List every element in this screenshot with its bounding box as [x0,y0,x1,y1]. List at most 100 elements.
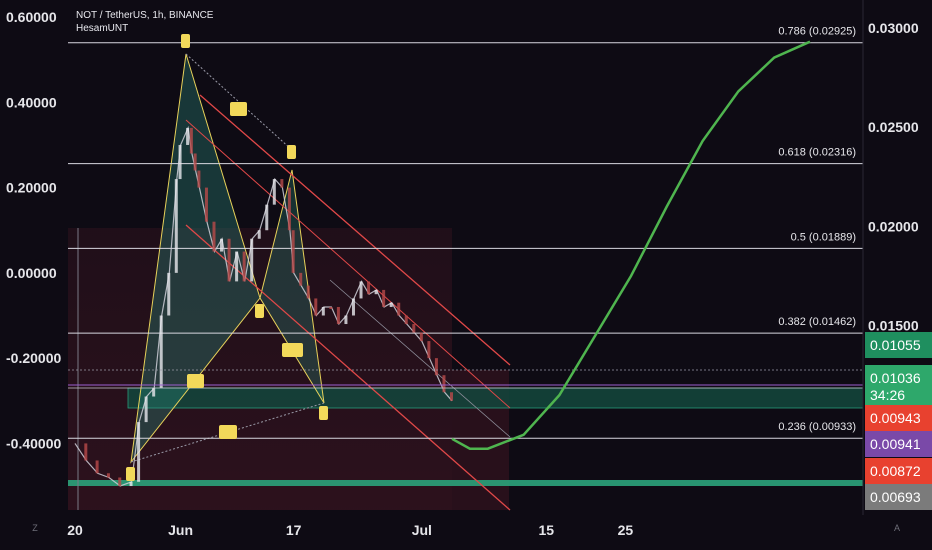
left-tick-label: 0.20000 [6,180,57,196]
price-label-value: 0.01055 [870,337,921,353]
price-candle [174,179,178,273]
price-candle [306,285,310,299]
price-candle [129,481,133,487]
price-candle [84,443,88,461]
left-price-axis[interactable]: 0.60000 0.40000 0.20000 0.00000 -0.20000 -0.4… [6,9,61,451]
channel-mid-line [185,119,511,409]
price-candle [227,238,231,282]
point-c-marker[interactable] [287,145,296,159]
price-candle [257,230,261,239]
price-candle [204,187,208,222]
time-tick-label: 25 [618,522,634,538]
time-axis[interactable]: 20 Jun 17 Jul 15 25 [67,522,633,538]
price-candle [291,230,295,273]
price-candle [389,302,393,307]
ratio-label-xa[interactable] [187,374,204,388]
price-series [74,125,453,487]
price-candle [178,144,182,180]
price-candle [220,238,224,252]
price-candle [250,238,254,282]
fib-level-label: 0.382 (0.01462) [778,316,856,328]
price-label-value: 0.00872 [870,463,921,479]
time-tick-label: Jun [168,522,193,538]
price-label-value: 0.01036 [870,370,921,386]
price-label-box [865,405,932,431]
price-label-box [865,365,932,405]
right-tick-label: 0.01500 [868,318,919,334]
price-candle [159,315,163,388]
price-candle [367,281,371,295]
price-candle [351,298,355,316]
right-price-axis[interactable]: 0.03000 0.02500 0.02000 0.01500 [868,20,919,334]
price-candle [434,358,438,376]
price-candle [118,477,122,487]
point-b-marker[interactable] [255,304,264,318]
ratio-label-ab[interactable] [230,102,247,116]
price-candle [419,332,423,342]
price-candle [450,392,453,401]
time-tick-label: Jul [412,522,432,538]
bottom-support-band [68,480,863,486]
right-tick-label: 0.03000 [868,20,919,36]
ratio-label-xd[interactable] [219,425,237,439]
price-label-value: 0.00941 [870,436,921,452]
price-candle [442,375,446,393]
price-label-value: 0.00693 [870,489,921,505]
price-candle [336,306,340,325]
point-d-marker[interactable] [319,406,328,420]
z-corner-icon[interactable]: Z [32,523,38,533]
fib-level-label: 0.618 (0.02316) [778,147,856,159]
price-label-value: 0.00943 [870,410,921,426]
price-label-box [865,484,932,510]
price-candle [152,387,156,397]
left-tick-label: 0.40000 [6,94,57,110]
price-candle [427,341,431,359]
symbol-title: NOT / TetherUS, 1h, BINANCE [76,10,214,21]
chart-header: NOT / TetherUS, 1h, BINANCE HesamUNT [76,9,213,35]
projection-curve [451,40,811,450]
time-tick-label: 20 [67,522,83,538]
left-tick-label: -0.20000 [6,350,61,366]
price-candle [397,302,401,316]
price-candle [359,281,363,299]
point-x-marker[interactable] [126,467,135,481]
channel-lower-line [185,224,511,511]
price-candle [287,187,291,231]
ratio-label-bc[interactable] [282,343,303,357]
price-candle [321,306,325,316]
left-tick-label: 0.00000 [6,265,57,281]
price-candle [242,251,246,282]
price-candle [189,127,193,154]
fibonacci-levels: 0.786 (0.02925) 0.618 (0.02316) 0.5 (0.018… [68,26,863,439]
price-candle [329,306,333,309]
price-candle [212,221,216,252]
price-candle [265,204,269,231]
price-candle [344,315,348,325]
price-candle [412,324,416,333]
time-tick-label: 17 [286,522,302,538]
a-corner-icon[interactable]: A [894,523,900,533]
left-tick-label: 0.60000 [6,9,57,25]
right-tick-label: 0.02000 [868,218,919,234]
price-candle [404,315,408,325]
price-label-box [865,332,932,358]
price-candle [186,127,190,145]
price-candle [235,251,239,282]
countdown-timer: 34:26 [870,387,905,403]
price-label-box [865,431,932,457]
price-candle [106,473,110,478]
price-candle [95,460,99,474]
point-a-marker[interactable] [181,34,190,48]
fib-level-label: 0.786 (0.02925) [778,26,856,38]
price-candle [144,396,148,423]
left-shade-zone [68,228,452,510]
price-candle [137,422,141,482]
fib-level-label: 0.236 (0.00933) [778,421,856,433]
price-candle [299,272,303,286]
price-candle [193,153,197,171]
demand-zone [127,387,864,409]
right-tick-label: 0.02500 [868,119,919,135]
time-tick-label: 15 [538,522,554,538]
price-candle [382,289,386,307]
